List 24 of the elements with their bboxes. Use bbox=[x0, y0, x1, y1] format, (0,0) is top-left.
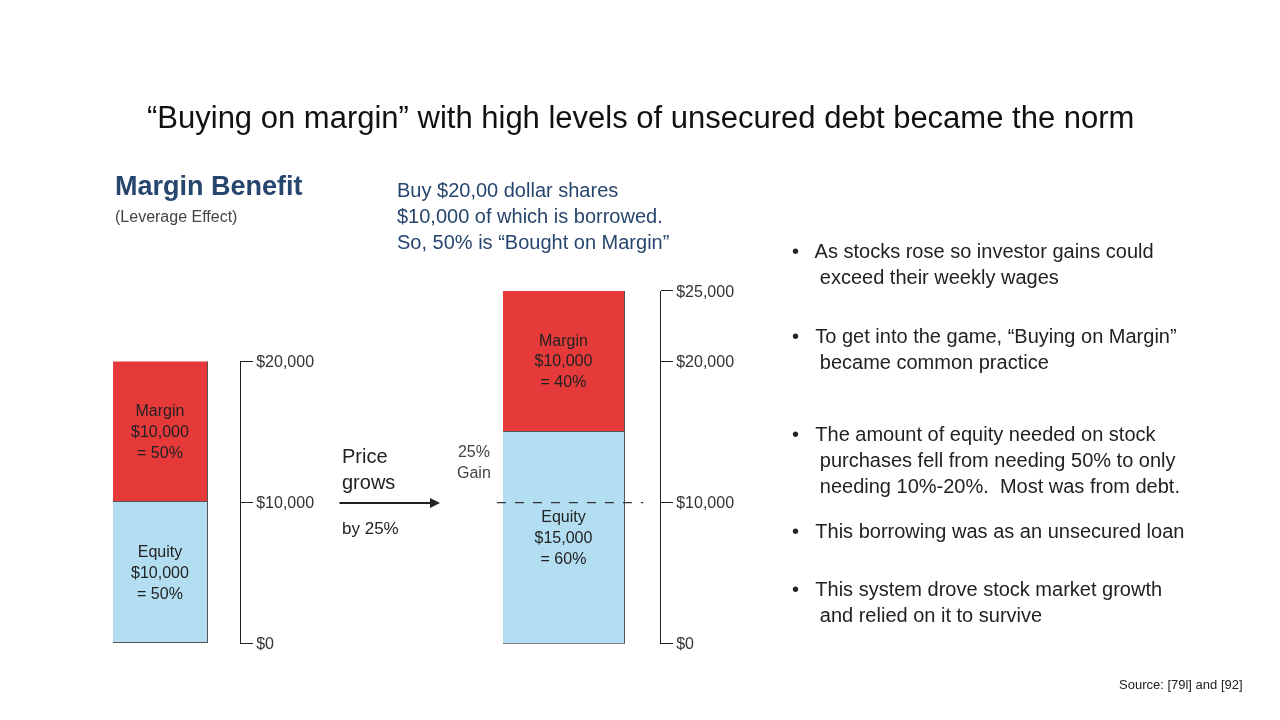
y-tick-label: $0 bbox=[256, 635, 275, 653]
y-tick-label: $0 bbox=[676, 635, 695, 653]
y-tick-label: $25,000 bbox=[676, 282, 735, 300]
text: by 25% bbox=[342, 519, 399, 538]
chart-subtitle: Margin Benefit bbox=[115, 171, 303, 201]
text: • To get into the game, “Buying on Margin” became common practice bbox=[792, 325, 1177, 373]
y-tick-label: $10,000 bbox=[256, 494, 315, 512]
text: (Leverage Effect) bbox=[115, 208, 238, 225]
text: 25% Gain bbox=[457, 443, 491, 481]
data-label: Margin $10,000 = 50% bbox=[131, 402, 189, 461]
text: • The amount of equity needed on stock purchases fell from needing 50% to only needing 10%-20%. Most was from debt. bbox=[792, 423, 1180, 497]
y-tick-label: $20,000 bbox=[256, 353, 315, 371]
text: “Buying on margin” with high levels of unsecured debt became the norm bbox=[147, 100, 1135, 135]
text: Buy $20,00 dollar shares $10,000 of which is borrowed. So, 50% is “Bought on Margin” bbox=[397, 179, 670, 253]
text: • This system drove stock market growth and relied on it to survive bbox=[792, 578, 1163, 626]
y-tick-label: $20,000 bbox=[676, 353, 735, 371]
data-label: Equity $15,000 = 60% bbox=[534, 508, 593, 567]
data-label: Equity $10,000 = 50% bbox=[131, 543, 189, 602]
source-note: Source: [79l] and [92] bbox=[1119, 677, 1243, 692]
text: Price grows bbox=[342, 445, 396, 493]
text: • This borrowing was as an unsecured loan bbox=[792, 520, 1185, 542]
text: • As stocks rose so investor gains could exceed their weekly wages bbox=[792, 240, 1154, 288]
y-tick-label: $10,000 bbox=[676, 494, 735, 512]
data-label: Margin $10,000 = 40% bbox=[534, 331, 593, 391]
